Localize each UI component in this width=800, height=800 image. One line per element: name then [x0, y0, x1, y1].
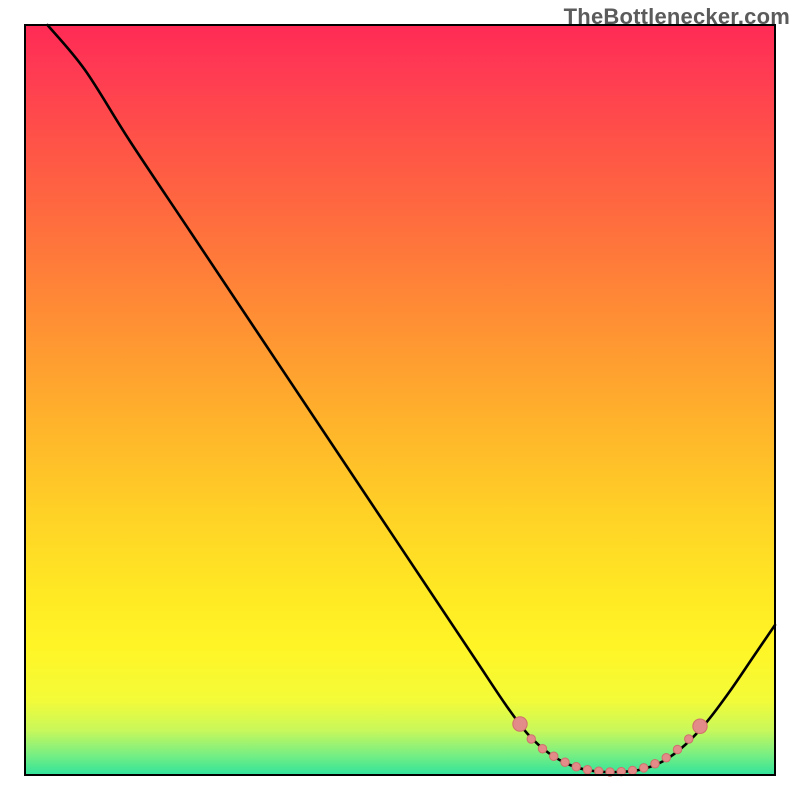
curve-marker — [561, 758, 569, 766]
curve-marker — [550, 752, 558, 760]
curve-marker — [640, 764, 648, 772]
curve-marker — [538, 745, 546, 753]
chart-container: TheBottlenecker.com — [0, 0, 800, 800]
curve-marker — [662, 754, 670, 762]
curve-marker — [527, 735, 535, 743]
bottleneck-curve-chart — [0, 0, 800, 800]
plot-background — [25, 25, 775, 775]
watermark-text: TheBottlenecker.com — [564, 4, 790, 30]
curve-marker — [628, 766, 636, 774]
curve-marker — [693, 719, 707, 733]
curve-marker — [651, 760, 659, 768]
curve-marker — [673, 745, 681, 753]
curve-marker — [583, 766, 591, 774]
curve-marker — [572, 763, 580, 771]
curve-marker — [685, 735, 693, 743]
curve-marker — [513, 717, 527, 731]
